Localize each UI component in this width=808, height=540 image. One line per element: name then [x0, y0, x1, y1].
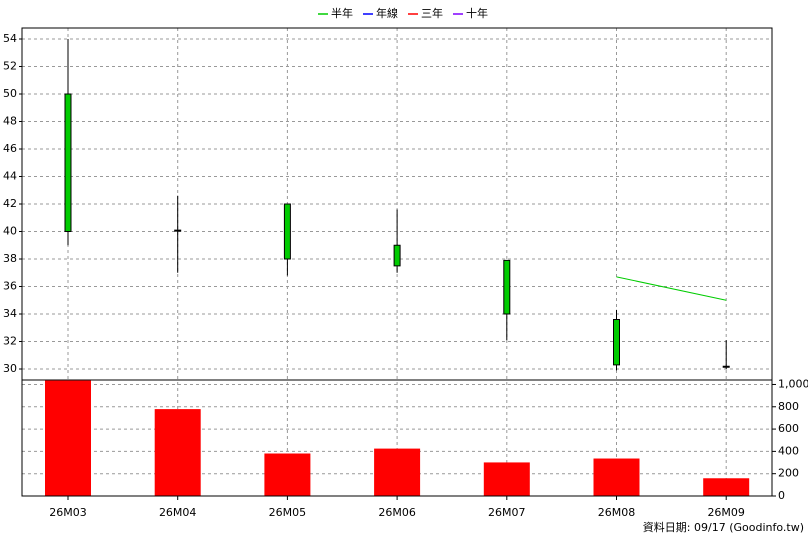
y-tick-label: 34 — [3, 307, 17, 320]
y-tick-label: 40 — [3, 225, 17, 238]
y-tick-label: 48 — [3, 115, 17, 128]
candle-body — [393, 244, 401, 267]
y2-tick-label: 1,000 — [778, 377, 808, 390]
y-tick-label: 36 — [3, 280, 17, 293]
volume-bar — [593, 458, 640, 496]
y2-tick-label: 600 — [778, 422, 799, 435]
volume-bar — [264, 453, 311, 496]
legend-label: 十年 — [466, 6, 488, 20]
volume-bar — [703, 478, 750, 496]
candle-body — [503, 259, 511, 315]
y-tick-label: 38 — [3, 252, 17, 265]
candle-body — [722, 365, 730, 368]
volume-bar — [154, 409, 201, 496]
x-tick-label: 26M03 — [49, 506, 87, 519]
y-tick-label: 52 — [3, 60, 17, 73]
x-tick-label: 26M06 — [378, 506, 416, 519]
plot-frame — [21, 27, 773, 497]
y-tick-label: 46 — [3, 142, 17, 155]
legend-label: 年線 — [376, 6, 398, 20]
y-tick-label: 30 — [3, 362, 17, 375]
candle-body — [174, 229, 182, 232]
y-tick-label: 50 — [3, 87, 17, 100]
volume-bar — [374, 448, 421, 496]
x-tick-label: 26M05 — [269, 506, 307, 519]
candle-body — [283, 203, 291, 260]
legend-label: 三年 — [421, 6, 443, 20]
x-tick-label: 26M08 — [598, 506, 636, 519]
y-tick-label: 54 — [3, 32, 17, 45]
series-line — [616, 276, 727, 301]
x-tick-label: 26M09 — [707, 506, 745, 519]
y-tick-label: 42 — [3, 197, 17, 210]
x-tick-label: 26M07 — [488, 506, 526, 519]
legend-label: 半年 — [331, 6, 353, 20]
volume-bar — [45, 380, 91, 496]
footnote: 資料日期: 09/17 (Goodinfo.tw) — [643, 520, 804, 534]
y2-tick-label: 0 — [778, 489, 785, 502]
x-tick-label: 26M04 — [159, 506, 197, 519]
volume-bar — [483, 462, 530, 496]
candle-body — [613, 319, 620, 366]
y-tick-label: 44 — [3, 170, 17, 183]
candle-body — [64, 93, 72, 232]
y2-tick-label: 400 — [778, 444, 799, 457]
y2-tick-label: 800 — [778, 400, 799, 413]
y-tick-label: 32 — [3, 335, 17, 348]
y2-tick-label: 200 — [778, 467, 799, 480]
